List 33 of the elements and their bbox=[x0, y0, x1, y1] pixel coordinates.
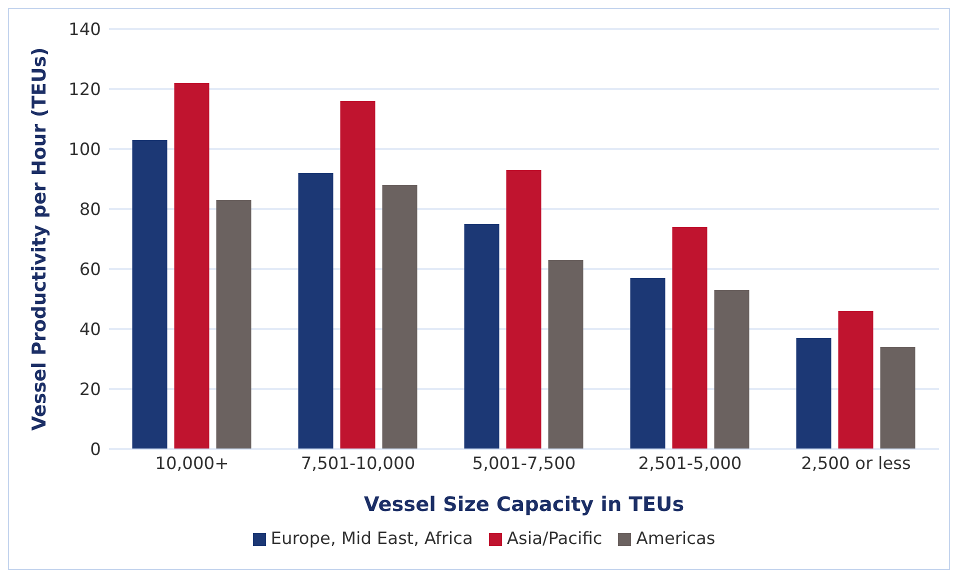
legend-label: Americas bbox=[635, 529, 716, 549]
bar bbox=[216, 200, 252, 449]
x-tick-label: 2,501-5,000 bbox=[638, 454, 742, 474]
y-tick-label: 120 bbox=[68, 80, 101, 100]
y-tick-label: 60 bbox=[79, 260, 101, 280]
bar bbox=[506, 170, 542, 449]
bar bbox=[630, 278, 666, 449]
bar bbox=[174, 83, 210, 449]
bar bbox=[714, 290, 750, 449]
bar bbox=[796, 338, 832, 449]
y-axis-title: Vessel Productivity per Hour (TEUs) bbox=[28, 47, 51, 431]
bar bbox=[880, 347, 916, 449]
bar bbox=[340, 101, 376, 449]
bar bbox=[548, 260, 584, 449]
y-tick-label: 40 bbox=[79, 320, 101, 340]
bar bbox=[672, 227, 708, 449]
x-tick-label: 7,501-10,000 bbox=[300, 454, 416, 474]
legend-label: Asia/Pacific bbox=[506, 529, 602, 549]
legend-label: Europe, Mid East, Africa bbox=[270, 529, 473, 549]
y-tick-label: 80 bbox=[79, 200, 101, 220]
bar bbox=[298, 173, 334, 449]
y-tick-label: 0 bbox=[90, 440, 101, 460]
y-tick-label: 140 bbox=[68, 20, 101, 40]
x-axis-title: Vessel Size Capacity in TEUs bbox=[364, 492, 684, 516]
y-tick-label: 100 bbox=[68, 140, 101, 160]
x-tick-label: 5,001-7,500 bbox=[472, 454, 576, 474]
bar bbox=[838, 311, 874, 449]
x-tick-label: 2,500 or less bbox=[801, 454, 912, 474]
y-tick-label: 20 bbox=[79, 380, 101, 400]
bar bbox=[382, 185, 418, 449]
x-tick-label: 10,000+ bbox=[155, 454, 229, 474]
bar bbox=[464, 224, 500, 449]
bar bbox=[132, 140, 168, 449]
